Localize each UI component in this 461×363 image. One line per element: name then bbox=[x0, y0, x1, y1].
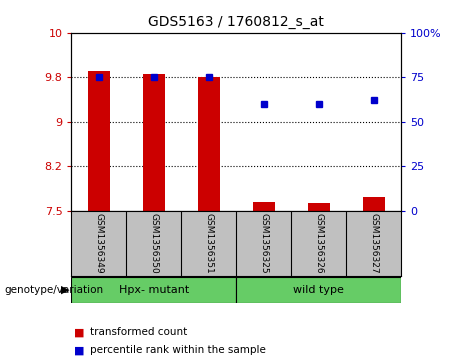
Bar bbox=[88, 71, 110, 211]
Text: GSM1356325: GSM1356325 bbox=[259, 212, 268, 273]
Bar bbox=[307, 203, 330, 211]
Text: ▶: ▶ bbox=[61, 285, 70, 295]
Text: ■: ■ bbox=[74, 327, 84, 337]
Bar bbox=[253, 201, 275, 211]
Text: Hpx- mutant: Hpx- mutant bbox=[119, 285, 189, 295]
Bar bbox=[363, 197, 384, 211]
Title: GDS5163 / 1760812_s_at: GDS5163 / 1760812_s_at bbox=[148, 15, 324, 29]
Bar bbox=[198, 77, 220, 211]
Text: wild type: wild type bbox=[293, 285, 344, 295]
Bar bbox=[71, 277, 236, 303]
Text: GSM1356326: GSM1356326 bbox=[314, 212, 323, 273]
Text: GSM1356350: GSM1356350 bbox=[149, 212, 159, 273]
Text: genotype/variation: genotype/variation bbox=[5, 285, 104, 295]
Text: GSM1356351: GSM1356351 bbox=[204, 212, 213, 273]
Bar bbox=[236, 277, 401, 303]
Text: percentile rank within the sample: percentile rank within the sample bbox=[90, 345, 266, 355]
Bar bbox=[143, 74, 165, 211]
Text: transformed count: transformed count bbox=[90, 327, 187, 337]
Text: ■: ■ bbox=[74, 345, 84, 355]
Text: GSM1356349: GSM1356349 bbox=[95, 212, 103, 273]
Text: GSM1356327: GSM1356327 bbox=[369, 212, 378, 273]
